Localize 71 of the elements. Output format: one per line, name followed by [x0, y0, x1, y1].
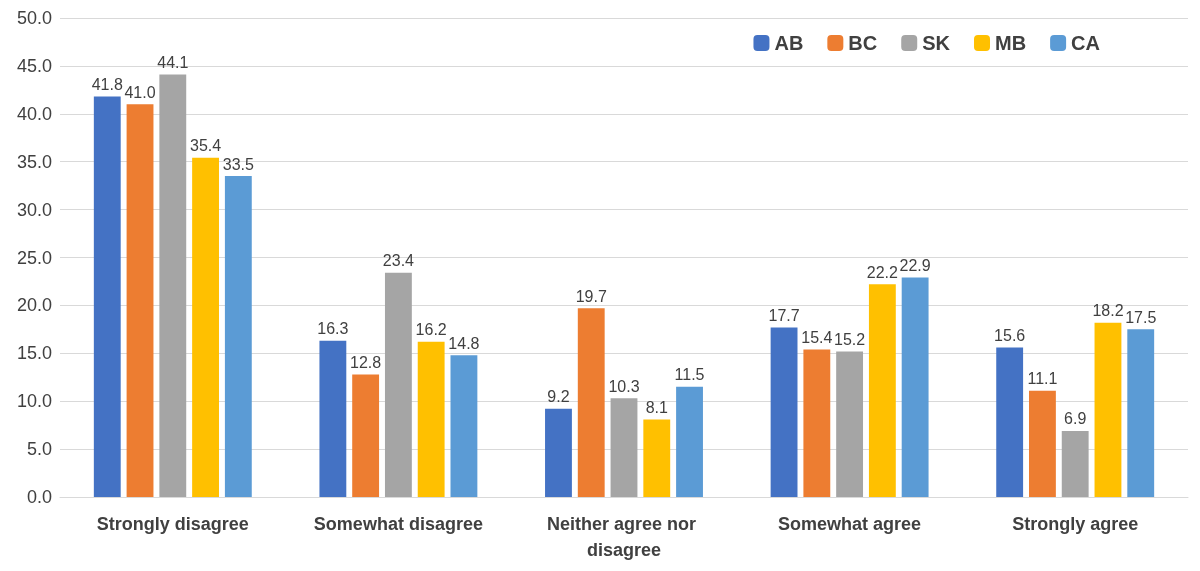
bar	[93, 96, 121, 497]
y-tick-label: 35.0	[16, 151, 52, 172]
data-label: 10.3	[608, 377, 640, 395]
legend-label: CA	[1071, 32, 1100, 54]
data-label: 12.8	[350, 353, 382, 371]
data-label: 22.9	[899, 257, 931, 275]
bar	[224, 176, 252, 497]
bar	[1094, 322, 1122, 497]
data-label: 11.1	[1027, 370, 1058, 388]
data-label: 41.8	[91, 76, 123, 94]
bar	[1127, 329, 1155, 497]
y-tick-label: 0.0	[26, 487, 52, 507]
x-tick-label: Somewhat agree	[778, 514, 922, 534]
data-label: 23.4	[382, 252, 415, 270]
bar	[1029, 390, 1056, 497]
data-label: 33.5	[222, 155, 254, 173]
x-tick-label: Neither agree nor disagree	[546, 514, 702, 560]
bar	[610, 398, 638, 497]
data-label: 41.0	[124, 83, 156, 101]
bar	[643, 419, 671, 497]
y-tick-label: 45.0	[16, 55, 52, 76]
legend-label: SK	[922, 32, 951, 54]
bar	[126, 104, 154, 497]
bar	[770, 327, 798, 497]
data-label: 15.2	[834, 330, 866, 348]
bar	[803, 349, 831, 497]
bar	[384, 272, 412, 497]
data-label: 17.7	[768, 306, 800, 324]
legend-label: BC	[848, 32, 878, 54]
data-label: 15.4	[801, 328, 833, 346]
legend-label: MB	[995, 32, 1027, 54]
y-tick-label: 30.0	[16, 199, 52, 220]
bar	[319, 340, 347, 497]
x-tick-label: Strongly disagree	[96, 514, 249, 534]
bar	[352, 374, 380, 497]
data-label: 16.3	[317, 320, 349, 338]
data-label: 35.4	[190, 137, 222, 155]
data-label: 44.1	[157, 54, 189, 72]
y-tick-label: 10.0	[16, 391, 52, 412]
x-tick-label: Somewhat disagree	[313, 514, 483, 534]
x-tick-label: Strongly agree	[1012, 514, 1139, 534]
bar	[676, 386, 703, 497]
bar	[868, 284, 896, 497]
y-tick-label: 25.0	[16, 247, 52, 268]
bar	[577, 308, 605, 497]
data-label: 11.5	[674, 366, 705, 384]
data-label: 9.2	[547, 388, 570, 406]
legend-label: AB	[774, 32, 804, 54]
data-label: 16.2	[415, 321, 447, 339]
bar	[159, 74, 187, 497]
data-label: 18.2	[1092, 302, 1124, 320]
data-label: 6.9	[1064, 410, 1087, 428]
y-tick-label: 15.0	[16, 343, 52, 364]
bar	[836, 351, 864, 497]
bar	[545, 408, 572, 497]
bar	[192, 157, 219, 497]
bar	[417, 341, 445, 497]
data-label: 17.5	[1125, 308, 1157, 326]
bar	[1061, 430, 1089, 497]
bar	[450, 355, 478, 497]
data-label: 19.7	[575, 287, 607, 305]
y-tick-label: 5.0	[26, 439, 52, 460]
y-tick-label: 50.0	[16, 8, 52, 28]
bar	[901, 277, 929, 497]
data-label: 15.6	[994, 327, 1026, 345]
bar	[996, 347, 1024, 497]
data-label: 22.2	[866, 263, 899, 281]
y-tick-label: 20.0	[16, 295, 52, 316]
y-tick-label: 40.0	[16, 103, 52, 124]
data-label: 14.8	[448, 334, 480, 352]
data-label: 8.1	[645, 398, 668, 416]
